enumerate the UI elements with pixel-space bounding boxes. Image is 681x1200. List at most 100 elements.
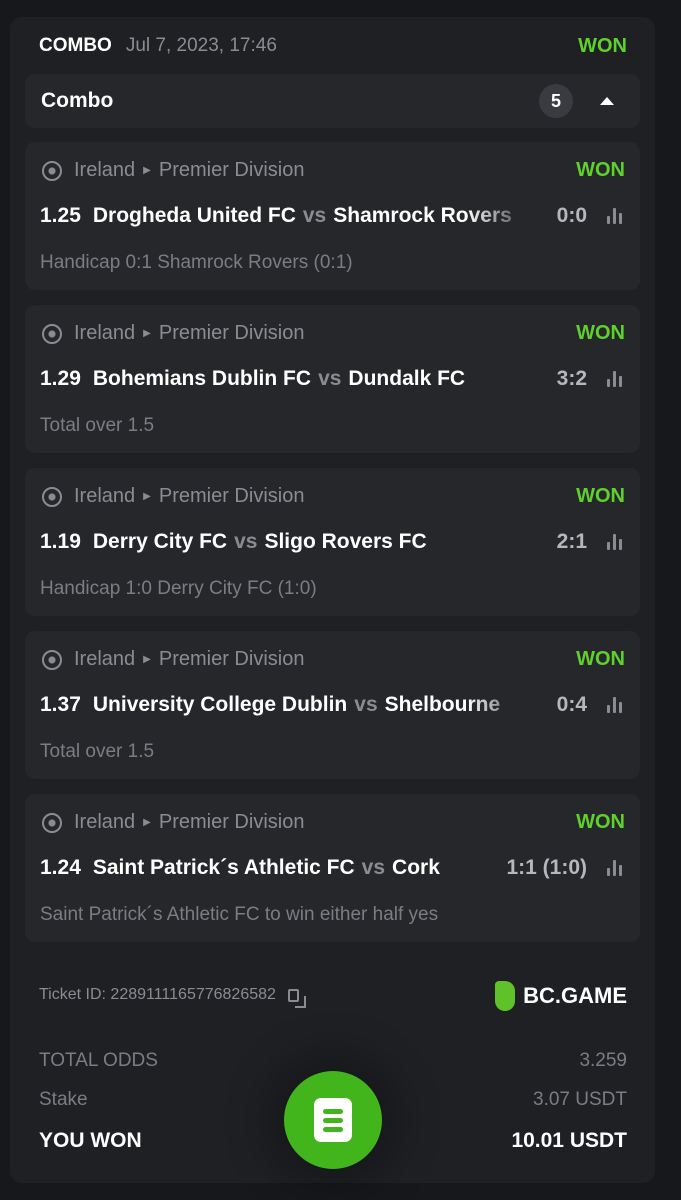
away-team: Cork xyxy=(392,856,440,879)
leg-league-name: Premier Division xyxy=(158,811,305,833)
home-team: Bohemians Dublin FC xyxy=(92,367,312,390)
away-team: Dundalk FC xyxy=(348,367,466,390)
leg-status: WON xyxy=(576,811,625,833)
home-team: Derry City FC xyxy=(92,530,228,553)
leg-odds: 1.37 xyxy=(40,693,81,716)
leg-teams: Drogheda United FC vs Shamrock Rovers xyxy=(93,204,533,228)
stake-row: Stake 3.07 USDT xyxy=(39,1089,627,1111)
leg-teams: Derry City FC vs Sligo Rovers FC xyxy=(93,530,533,554)
bet-slip-button[interactable] xyxy=(284,1071,382,1169)
stats-icon[interactable] xyxy=(607,208,622,224)
home-team: Drogheda United FC xyxy=(92,204,296,227)
chevron-right-icon: ▶ xyxy=(143,817,151,828)
stake-label: Stake xyxy=(39,1089,88,1110)
away-team: Sligo Rovers FC xyxy=(264,530,427,553)
ticket-status: WON xyxy=(578,34,627,57)
leg-status: WON xyxy=(576,159,625,181)
chevron-right-icon: ▶ xyxy=(143,328,151,339)
soccer-ball-icon xyxy=(42,486,62,507)
leg-league: Ireland ▶ Premier Division WON xyxy=(42,485,625,508)
won-value: 10.01 USDT xyxy=(511,1129,627,1152)
stats-icon[interactable] xyxy=(607,697,622,713)
vs-label: vs xyxy=(354,693,378,716)
leg-market: Total over 1.5 xyxy=(40,415,155,436)
leg-market: Handicap 0:1 Shamrock Rovers (0:1) xyxy=(40,252,353,273)
home-team: University College Dublin xyxy=(92,693,348,716)
leg-country: Ireland xyxy=(74,485,136,507)
leg-league-name: Premier Division xyxy=(158,322,305,344)
leg-country: Ireland xyxy=(74,648,136,670)
ticket-id-text: Ticket ID: 2289111165776826582 xyxy=(39,986,276,1003)
soccer-ball-icon xyxy=(42,649,62,670)
leg-odds: 1.19 xyxy=(40,530,81,553)
leg-league: Ireland ▶ Premier Division WON xyxy=(42,811,625,834)
leg-status: WON xyxy=(576,648,625,670)
away-team: Shelbourne xyxy=(384,693,501,716)
leg-score: 3:2 xyxy=(556,367,587,390)
vs-label: vs xyxy=(361,856,386,879)
soccer-ball-icon xyxy=(42,323,62,344)
vs-label: vs xyxy=(302,204,327,227)
brand-logo: BC.GAME xyxy=(495,981,627,1011)
leg-score: 1:1 (1:0) xyxy=(506,856,587,879)
bet-slip-icon xyxy=(314,1098,352,1142)
won-label: YOU WON xyxy=(39,1129,142,1152)
leg-match: 1.37 University College Dublin vs Shelbour… xyxy=(40,693,622,717)
away-team: Shamrock Rovers xyxy=(333,204,512,227)
leg-odds: 1.29 xyxy=(40,367,81,390)
stats-icon[interactable] xyxy=(607,534,622,550)
bet-leg[interactable]: Ireland ▶ Premier Division WON 1.19 Derr… xyxy=(25,468,640,616)
leg-teams: University College Dublin vs Shelbourne xyxy=(93,693,533,717)
vs-label: vs xyxy=(234,530,258,553)
leg-match: 1.29 Bohemians Dublin FC vs Dundalk FC 3:2 xyxy=(40,367,622,391)
vs-label: vs xyxy=(318,367,342,390)
leg-league: Ireland ▶ Premier Division WON xyxy=(42,159,625,182)
soccer-ball-icon xyxy=(42,160,62,181)
total-odds-value: 3.259 xyxy=(579,1050,627,1071)
leg-match: 1.25 Drogheda United FC vs Shamrock Rovers… xyxy=(40,204,622,228)
leg-teams: Saint Patrick´s Athletic FC vs Cork xyxy=(93,856,507,880)
leg-status: WON xyxy=(576,485,625,507)
combo-toggle[interactable]: Combo 5 xyxy=(25,74,640,128)
stake-value: 3.07 USDT xyxy=(533,1089,627,1110)
bet-leg[interactable]: Ireland ▶ Premier Division WON 1.37 Univ… xyxy=(25,631,640,779)
chevron-right-icon: ▶ xyxy=(143,165,151,176)
bet-leg[interactable]: Ireland ▶ Premier Division WON 1.29 Bohe… xyxy=(25,305,640,453)
bet-date: Jul 7, 2023, 17:46 xyxy=(125,35,277,56)
leg-league: Ireland ▶ Premier Division WON xyxy=(42,322,625,345)
leg-score: 2:1 xyxy=(556,530,587,553)
ticket-header: COMBO Jul 7, 2023, 17:46 WON xyxy=(39,33,627,59)
stats-icon[interactable] xyxy=(607,860,622,876)
bet-leg[interactable]: Ireland ▶ Premier Division WON 1.25 Drog… xyxy=(25,142,640,290)
copy-icon[interactable] xyxy=(287,988,306,1008)
won-row: YOU WON 10.01 USDT xyxy=(39,1129,627,1153)
leg-country: Ireland xyxy=(74,811,136,833)
brand-name: BC.GAME xyxy=(523,983,627,1008)
leg-odds: 1.25 xyxy=(40,204,81,227)
chevron-right-icon: ▶ xyxy=(143,654,151,665)
bc-logo-icon xyxy=(495,981,516,1011)
total-odds-row: TOTAL ODDS 3.259 xyxy=(39,1050,627,1072)
ticket-id: Ticket ID: 2289111165776826582 xyxy=(39,986,306,1008)
leg-status: WON xyxy=(576,322,625,344)
leg-count-badge: 5 xyxy=(539,84,573,118)
bet-ticket-card: COMBO Jul 7, 2023, 17:46 WON Combo 5 Ire… xyxy=(10,17,655,1183)
leg-odds: 1.24 xyxy=(40,856,81,879)
leg-market: Total over 1.5 xyxy=(40,741,155,762)
leg-score: 0:4 xyxy=(556,693,587,716)
total-odds-label: TOTAL ODDS xyxy=(39,1050,158,1071)
leg-league: Ireland ▶ Premier Division WON xyxy=(42,648,625,671)
soccer-ball-icon xyxy=(42,812,62,833)
leg-match: 1.19 Derry City FC vs Sligo Rovers FC 2:1 xyxy=(40,530,622,554)
home-team: Saint Patrick´s Athletic FC xyxy=(92,856,355,879)
leg-market: Handicap 1:0 Derry City FC (1:0) xyxy=(40,578,317,599)
combo-label: Combo xyxy=(41,89,114,112)
bet-leg[interactable]: Ireland ▶ Premier Division WON 1.24 Sain… xyxy=(25,794,640,942)
leg-league-name: Premier Division xyxy=(158,159,305,181)
leg-country: Ireland xyxy=(74,322,136,344)
bet-type: COMBO xyxy=(39,35,112,56)
leg-market: Saint Patrick´s Athletic FC to win eithe… xyxy=(40,904,439,925)
leg-teams: Bohemians Dublin FC vs Dundalk FC xyxy=(93,367,533,391)
caret-up-icon[interactable] xyxy=(600,97,614,105)
stats-icon[interactable] xyxy=(607,371,622,387)
